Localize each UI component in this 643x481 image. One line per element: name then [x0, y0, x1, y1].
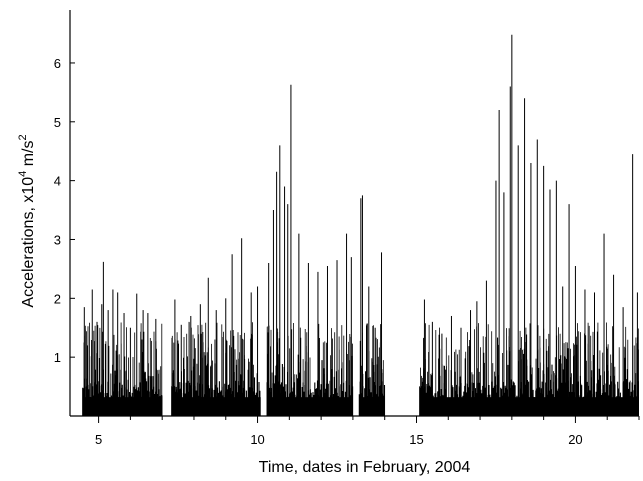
y-axis-label-exp: 4 — [17, 171, 29, 177]
y-tick-label-3: 3 — [54, 232, 61, 247]
y-axis-label-unit: m/s — [20, 141, 37, 171]
x-tick-label-15: 15 — [409, 432, 423, 447]
x-axis-label: Time, dates in February, 2004 — [259, 459, 471, 476]
y-tick-label-6: 6 — [54, 56, 61, 71]
y-axis-label: Accelerations, x104 m/s2 — [17, 134, 37, 307]
y-tick-label-1: 1 — [54, 350, 61, 365]
y-tick-label-4: 4 — [54, 174, 61, 189]
x-tick-label-10: 10 — [250, 432, 264, 447]
x-tick-label-20: 20 — [568, 432, 582, 447]
y-tick-label-5: 5 — [54, 115, 61, 130]
y-tick-label-2: 2 — [54, 291, 61, 306]
y-axis-label-unit-exp: 2 — [17, 134, 29, 140]
axis-ticks: 1 2 3 4 5 6 5 10 15 20 — [54, 56, 640, 447]
x-tick-label-5: 5 — [95, 432, 102, 447]
medium-spikes-4 — [420, 322, 639, 416]
y-axis-label-main: Accelerations, x10 — [20, 177, 37, 308]
plot-area — [82, 34, 639, 416]
